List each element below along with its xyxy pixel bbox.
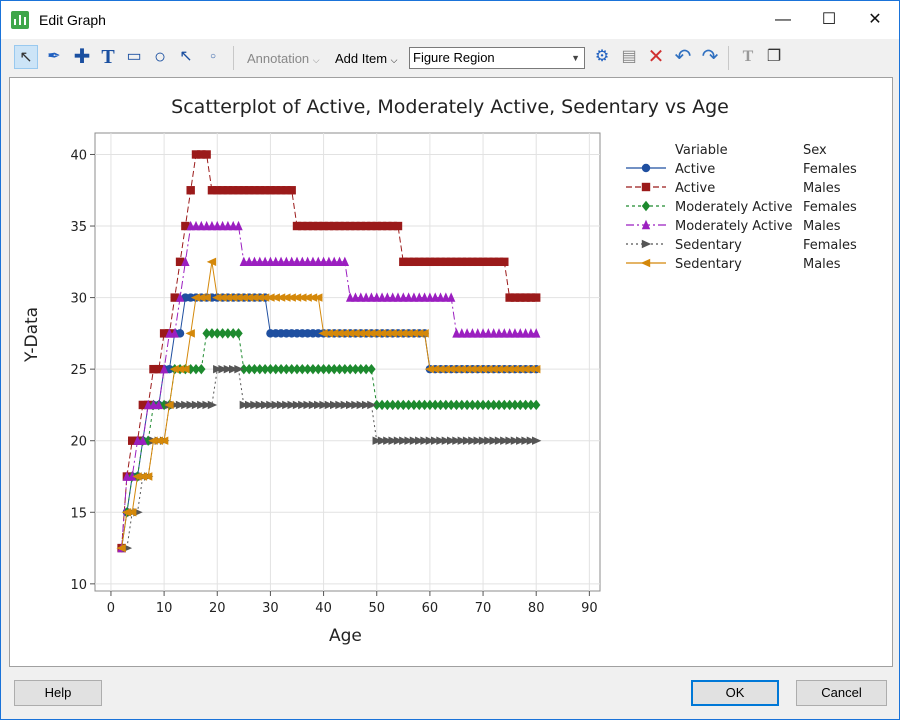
maximize-icon[interactable]: ☐ bbox=[821, 11, 837, 28]
edit-region-icon[interactable]: ⚙ bbox=[594, 48, 610, 65]
undo-icon[interactable]: ↶ bbox=[674, 46, 692, 68]
region-select[interactable]: Figure Region ▼ bbox=[409, 47, 585, 69]
region-select-value: Figure Region bbox=[413, 50, 495, 65]
graph-app-icon bbox=[11, 11, 29, 29]
y-axis-title: Y-Data bbox=[22, 306, 42, 362]
ok-button[interactable]: OK bbox=[691, 680, 779, 706]
close-icon[interactable]: ✕ bbox=[868, 11, 882, 28]
text-format-icon[interactable]: T bbox=[742, 48, 754, 65]
minimize-icon[interactable]: — bbox=[775, 11, 791, 28]
text-tool-icon[interactable]: T bbox=[101, 46, 115, 68]
title-bar: Edit Graph — ☐ ✕ bbox=[1, 1, 899, 39]
redo-icon[interactable]: ↷ bbox=[701, 46, 719, 68]
x-axis-title: Age bbox=[329, 626, 362, 646]
chevron-down-icon: ▼ bbox=[571, 53, 580, 63]
chevron-down-icon: ⌵ bbox=[312, 55, 320, 65]
point-tool-icon[interactable]: ○ bbox=[209, 51, 217, 62]
delete-icon[interactable]: ✕ bbox=[647, 46, 665, 68]
add-item-label: Add Item bbox=[335, 51, 388, 66]
rectangle-tool-icon[interactable]: ▭ bbox=[126, 48, 142, 65]
window-title: Edit Graph bbox=[39, 12, 106, 28]
cancel-button[interactable]: Cancel bbox=[796, 680, 887, 706]
crosshair-icon[interactable]: ✚ bbox=[73, 46, 91, 68]
copy-graph-icon[interactable]: ❐ bbox=[766, 48, 782, 65]
toolbar-separator bbox=[233, 46, 234, 70]
chart-title: Scatterplot of Active, Moderately Active… bbox=[171, 96, 729, 118]
toolbar-separator bbox=[728, 46, 729, 70]
help-button[interactable]: Help bbox=[14, 680, 102, 706]
chevron-down-icon: ⌵ bbox=[390, 55, 398, 65]
add-item-menu[interactable]: Add Item ⌵ bbox=[335, 51, 397, 66]
properties-icon[interactable]: ▤ bbox=[621, 48, 637, 65]
annotation-menu[interactable]: Annotation ⌵ bbox=[247, 51, 320, 66]
brush-icon[interactable]: ✒ bbox=[47, 48, 61, 65]
ellipse-tool-icon[interactable]: ○ bbox=[153, 46, 167, 68]
annotation-label: Annotation bbox=[247, 51, 310, 66]
select-tool-icon[interactable]: ↖ bbox=[14, 45, 38, 69]
arrow-tool-icon[interactable]: ↖ bbox=[179, 48, 193, 65]
graph-canvas[interactable] bbox=[9, 77, 893, 667]
